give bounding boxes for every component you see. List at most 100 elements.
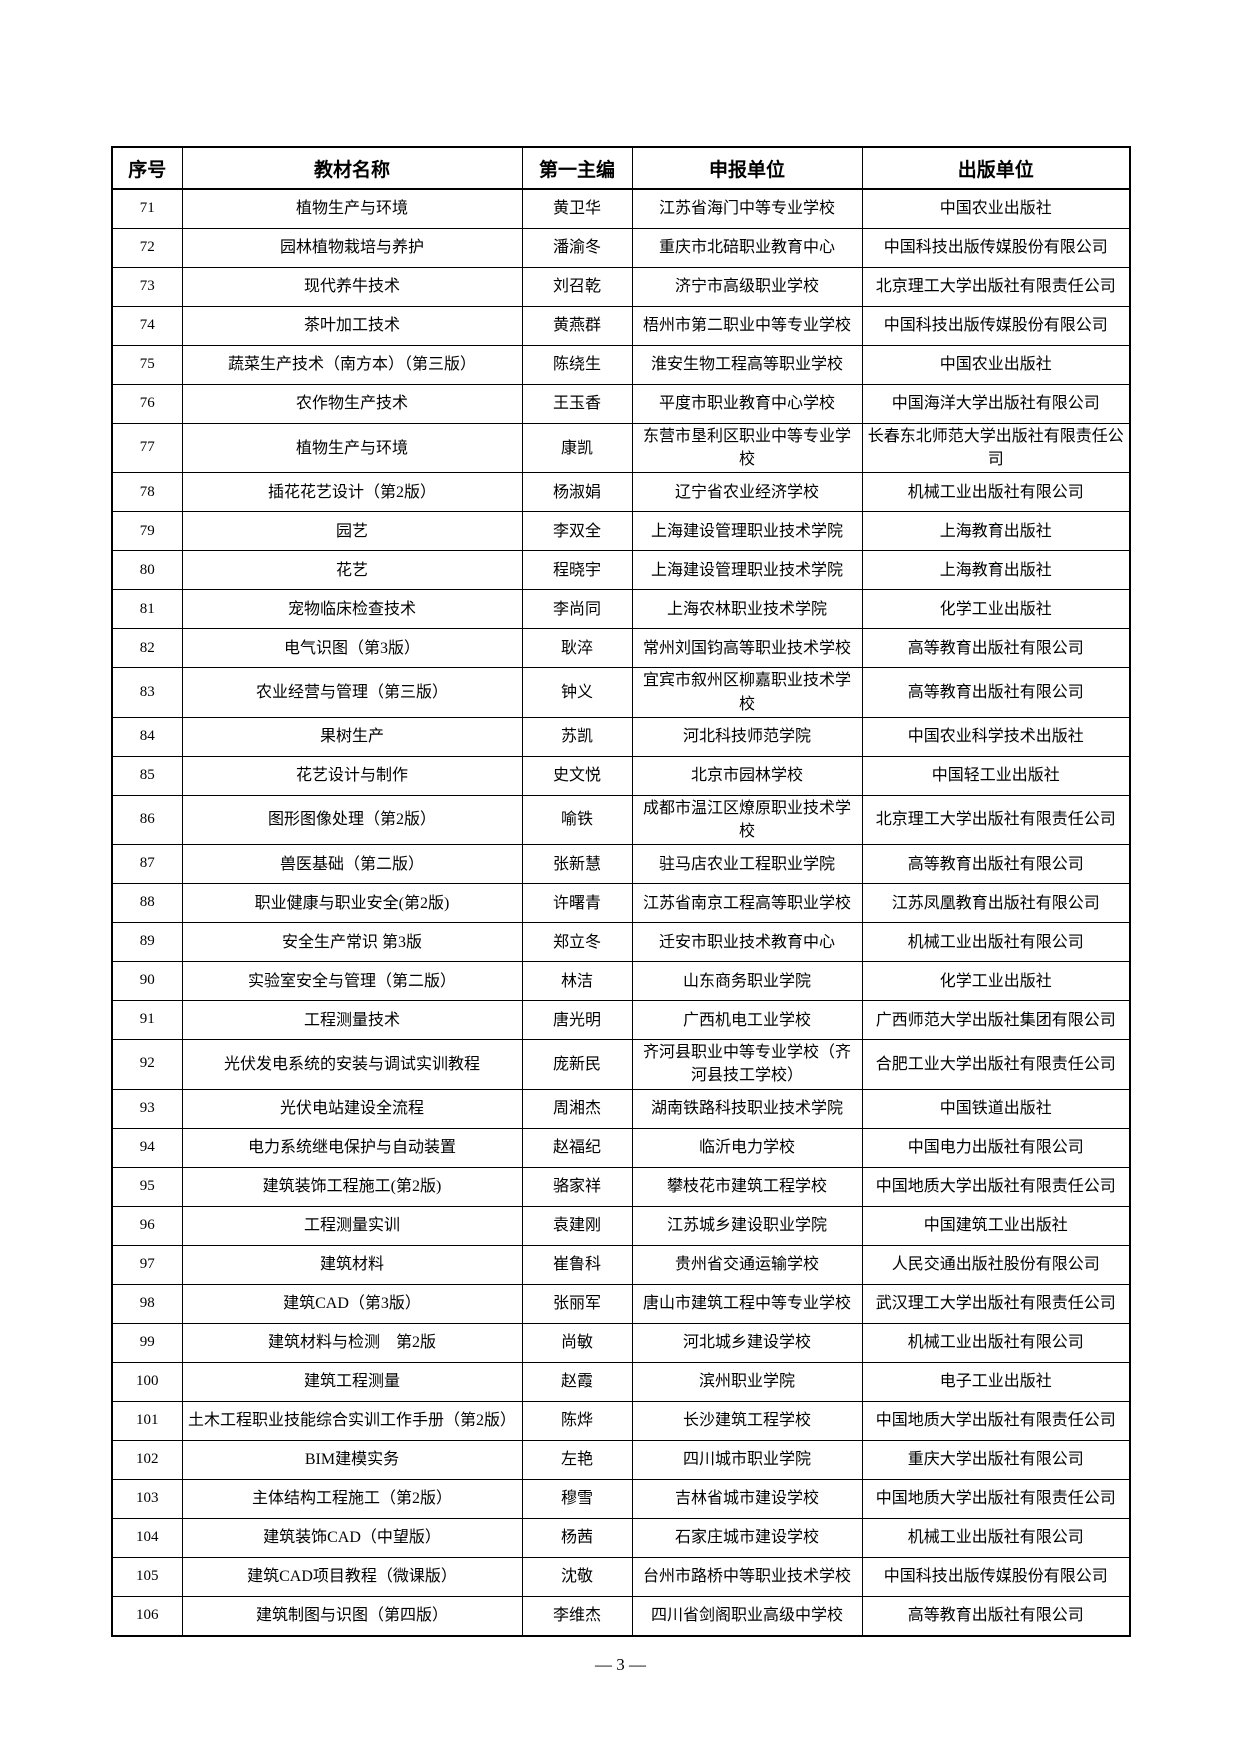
table-row: 102 BIM建模实务 左艳 四川城市职业学院 重庆大学出版社有限公司: [111, 1439, 1131, 1480]
publisher-org-cell: 高等教育出版社有限公司: [861, 628, 1131, 669]
first-editor-cell: 穆雪: [521, 1478, 633, 1519]
applicant-org-cell: 上海农林职业技术学院: [631, 589, 863, 630]
serial-number-cell: 96: [111, 1205, 183, 1246]
serial-number-cell: 93: [111, 1088, 183, 1129]
applicant-org-cell: 济宁市高级职业学校: [631, 267, 863, 307]
first-editor-cell: 潘渝冬: [521, 228, 633, 268]
table-row: 95 建筑装饰工程施工(第2版) 骆家祥 攀枝花市建筑工程学校 中国地质大学出版社有限责…: [111, 1166, 1131, 1207]
table-row: 98 建筑CAD（第3版） 张丽军 唐山市建筑工程中等专业学校 武汉理工大学出版社有限责…: [111, 1283, 1131, 1324]
table-row: 71 植物生产与环境 黄卫华 江苏省海门中等专业学校 中国农业出版社: [111, 188, 1131, 229]
applicant-org-cell: 成都市温江区燎原职业技术学校: [631, 794, 863, 846]
serial-number-cell: 102: [111, 1439, 183, 1480]
table-row: 99 建筑材料与检测 第2版 尚敏 河北城乡建设学校 机械工业出版社有限公司: [111, 1322, 1131, 1363]
publisher-org-cell: 北京理工大学出版社有限责任公司: [861, 267, 1131, 307]
first-editor-cell: 袁建刚: [521, 1205, 633, 1246]
first-editor-cell: 赵福纪: [521, 1127, 633, 1168]
textbook-title-cell: 工程测量实训: [181, 1205, 523, 1246]
serial-number-cell: 105: [111, 1556, 183, 1597]
serial-number-cell: 79: [111, 511, 183, 552]
applicant-org-cell: 上海建设管理职业技术学院: [631, 511, 863, 552]
table-row: 74 茶叶加工技术 黄燕群 梧州市第二职业中等专业学校 中国科技出版传媒股份有限公司: [111, 306, 1131, 346]
first-editor-cell: 李维杰: [521, 1595, 633, 1636]
textbook-title-cell: 土木工程职业技能综合实训工作手册（第2版）: [181, 1400, 523, 1441]
applicant-org-cell: 山东商务职业学院: [631, 961, 863, 1002]
table-row: 82 电气识图（第3版） 耿淬 常州刘国钧高等职业技术学校 高等教育出版社有限公司: [111, 628, 1131, 669]
page-number: — 3 —: [595, 1655, 646, 1674]
first-editor-cell: 许曙青: [521, 883, 633, 924]
applicant-org-cell: 河北科技师范学院: [631, 716, 863, 757]
table-row: 85 花艺设计与制作 史文悦 北京市园林学校 中国轻工业出版社: [111, 755, 1131, 796]
applicant-org-cell: 平度市职业教育中心学校: [631, 384, 863, 424]
table-row: 86 图形图像处理（第2版） 喻铁 成都市温江区燎原职业技术学校 北京理工大学出版社有限…: [111, 794, 1131, 846]
serial-number-cell: 75: [111, 345, 183, 385]
first-editor-cell: 刘召乾: [521, 267, 633, 307]
serial-number-cell: 90: [111, 961, 183, 1002]
publisher-org-cell: 中国科技出版传媒股份有限公司: [861, 306, 1131, 346]
textbook-title-cell: 建筑装饰CAD（中望版）: [181, 1517, 523, 1558]
serial-number-cell: 98: [111, 1283, 183, 1324]
applicant-org-cell: 吉林省城市建设学校: [631, 1478, 863, 1519]
first-editor-cell: 陈烨: [521, 1400, 633, 1441]
table-row: 77 植物生产与环境 康凯 东营市垦利区职业中等专业学校 长春东北师范大学出版社有限责任…: [111, 422, 1131, 474]
applicant-org-cell: 驻马店农业工程职业学院: [631, 844, 863, 885]
table-row: 91 工程测量技术 唐光明 广西机电工业学校 广西师范大学出版社集团有限公司: [111, 1000, 1131, 1041]
textbook-title-cell: 职业健康与职业安全(第2版): [181, 883, 523, 924]
publisher-org-cell: 中国铁道出版社: [861, 1088, 1131, 1129]
table-row: 88 职业健康与职业安全(第2版) 许曙青 江苏省南京工程高等职业学校 江苏凤凰教育出版…: [111, 883, 1131, 924]
serial-number-cell: 95: [111, 1166, 183, 1207]
first-editor-cell: 左艳: [521, 1439, 633, 1480]
serial-number-cell: 91: [111, 1000, 183, 1041]
serial-number-cell: 86: [111, 794, 183, 846]
first-editor-cell: 沈敬: [521, 1556, 633, 1597]
publisher-org-cell: 机械工业出版社有限公司: [861, 472, 1131, 513]
textbook-title-cell: 植物生产与环境: [181, 188, 523, 229]
applicant-org-cell: 攀枝花市建筑工程学校: [631, 1166, 863, 1207]
textbook-title-cell: 工程测量技术: [181, 1000, 523, 1041]
first-editor-cell: 程晓宇: [521, 550, 633, 591]
publisher-org-cell: 高等教育出版社有限公司: [861, 667, 1131, 718]
first-editor-cell: 喻铁: [521, 794, 633, 846]
table-row: 73 现代养牛技术 刘召乾 济宁市高级职业学校 北京理工大学出版社有限责任公司: [111, 267, 1131, 307]
publisher-org-cell: 中国农业出版社: [861, 188, 1131, 229]
table-row: 81 宠物临床检查技术 李尚同 上海农林职业技术学院 化学工业出版社: [111, 589, 1131, 630]
applicant-org-cell: 江苏省海门中等专业学校: [631, 188, 863, 229]
first-editor-cell: 赵霞: [521, 1361, 633, 1402]
header-textbook-title: 教材名称: [181, 146, 523, 190]
publisher-org-cell: 上海教育出版社: [861, 550, 1131, 591]
publisher-org-cell: 中国科技出版传媒股份有限公司: [861, 1556, 1131, 1597]
textbook-title-cell: 建筑制图与识图（第四版）: [181, 1595, 523, 1636]
first-editor-cell: 郑立冬: [521, 922, 633, 963]
serial-number-cell: 106: [111, 1595, 183, 1636]
applicant-org-cell: 东营市垦利区职业中等专业学校: [631, 422, 863, 474]
applicant-org-cell: 齐河县职业中等专业学校（齐河县技工学校）: [631, 1039, 863, 1090]
table-row: 93 光伏电站建设全流程 周湘杰 湖南铁路科技职业技术学院 中国铁道出版社: [111, 1088, 1131, 1129]
publisher-org-cell: 中国科技出版传媒股份有限公司: [861, 228, 1131, 268]
applicant-org-cell: 迁安市职业技术教育中心: [631, 922, 863, 963]
textbook-title-cell: 蔬菜生产技术（南方本）（第三版）: [181, 345, 523, 385]
table-row: 78 插花花艺设计（第2版） 杨淑娟 辽宁省农业经济学校 机械工业出版社有限公司: [111, 472, 1131, 513]
textbook-title-cell: 现代养牛技术: [181, 267, 523, 307]
applicant-org-cell: 长沙建筑工程学校: [631, 1400, 863, 1441]
table-row: 79 园艺 李双全 上海建设管理职业技术学院 上海教育出版社: [111, 511, 1131, 552]
textbook-title-cell: 建筑材料: [181, 1244, 523, 1285]
textbook-title-cell: 园艺: [181, 511, 523, 552]
textbook-title-cell: 园林植物栽培与养护: [181, 228, 523, 268]
table-header-row: 序号 教材名称 第一主编 申报单位 出版单位: [111, 146, 1131, 190]
serial-number-cell: 77: [111, 422, 183, 474]
serial-number-cell: 84: [111, 716, 183, 757]
textbook-title-cell: 建筑CAD（第3版）: [181, 1283, 523, 1324]
applicant-org-cell: 江苏城乡建设职业学院: [631, 1205, 863, 1246]
first-editor-cell: 康凯: [521, 422, 633, 474]
header-applicant-org: 申报单位: [631, 146, 863, 190]
applicant-org-cell: 石家庄城市建设学校: [631, 1517, 863, 1558]
table-row: 89 安全生产常识 第3版 郑立冬 迁安市职业技术教育中心 机械工业出版社有限公司: [111, 922, 1131, 963]
serial-number-cell: 80: [111, 550, 183, 591]
textbook-title-cell: 农作物生产技术: [181, 384, 523, 424]
first-editor-cell: 张丽军: [521, 1283, 633, 1324]
first-editor-cell: 周湘杰: [521, 1088, 633, 1129]
first-editor-cell: 王玉香: [521, 384, 633, 424]
textbook-title-cell: 图形图像处理（第2版）: [181, 794, 523, 846]
textbook-approval-table: 序号 教材名称 第一主编 申报单位 出版单位 71 植物生产与环境 黄卫华 江苏省海门…: [111, 146, 1131, 1637]
textbook-title-cell: BIM建模实务: [181, 1439, 523, 1480]
textbook-title-cell: 植物生产与环境: [181, 422, 523, 474]
